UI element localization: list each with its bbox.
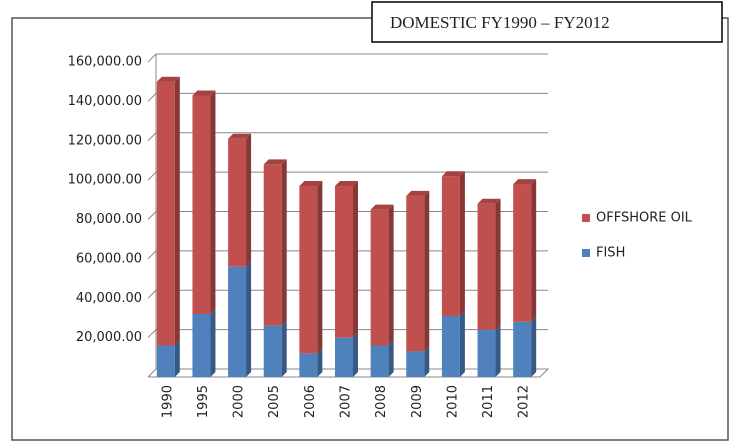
bar [513,321,532,377]
bar-side [353,181,358,338]
title-box [371,1,723,43]
bar [228,266,247,377]
bar-top [513,179,537,185]
bar-side [424,346,430,377]
bar [441,176,460,316]
bar-side [246,133,252,267]
bar [156,345,175,377]
bar [299,353,318,377]
bar-side [246,261,252,377]
x-tick-label: 2007 [339,385,354,418]
bar-side [531,179,537,322]
x-tick-label: 2008 [374,385,389,418]
bar-side [388,340,394,377]
x-tick-label: 1990 [160,385,175,418]
bar [370,209,389,346]
bar [156,81,175,346]
bar-side [424,190,430,352]
bar [299,186,318,354]
bar [513,184,532,322]
grid-line [147,171,548,181]
grid-line [147,132,548,142]
y-tick-label: 80,000.00 [76,212,142,227]
bar [477,329,496,377]
grid-line [147,92,548,102]
x-tick-label: 1995 [196,385,211,418]
bar-side [281,159,287,326]
bar-top [228,133,252,139]
y-tick-label: 100,000.00 [68,173,142,188]
bar [263,325,282,377]
bar-side [174,340,180,377]
bar-side [353,332,358,377]
bar-top [406,190,430,196]
y-tick-label: 160,000.00 [68,55,142,70]
bar-side [495,198,501,330]
x-tick-label: 2005 [267,385,282,418]
bar [335,337,353,377]
bar-side [210,309,216,377]
bar-side [531,316,537,377]
bar-top [441,171,465,177]
bar-top [477,198,501,204]
y-tick-label: 40,000.00 [76,291,142,306]
bar [370,345,389,377]
bar-side [317,181,323,354]
bar [228,138,247,267]
bar-top [192,90,216,96]
bar-top [299,181,323,187]
x-tick-label: 2009 [410,385,425,418]
bar-side [281,320,287,377]
bar [406,195,425,352]
bar [263,164,282,326]
x-tick-label: 2000 [232,385,247,418]
grid-line [147,53,548,63]
bar [477,203,496,330]
y-tick-label: 60,000.00 [76,251,142,266]
bar [441,315,460,377]
bar [335,186,353,338]
y-tick-label: 20,000.00 [76,330,142,345]
bar-top [156,76,180,82]
x-tick-label: 2010 [445,385,460,418]
y-tick-label: 140,000.00 [68,94,142,109]
x-tick-label: 2012 [517,385,532,418]
legend-swatch [582,214,590,222]
bar-side [174,76,180,346]
chart-frame [11,17,729,441]
chart-title: DOMESTIC FY1990 – FY2012 [390,13,610,32]
legend-swatch [582,249,590,257]
x-tick-label: 2006 [303,385,318,418]
bar-side [388,204,394,346]
bar-top [370,204,394,210]
bar [192,314,211,377]
bar-top [263,159,287,165]
bar-side [459,171,465,316]
legend-label: OFFSHORE OIL [596,211,693,226]
y-tick-label: 120,000.00 [68,133,142,148]
bar-side [495,324,501,377]
bar-side [459,310,465,377]
bar-side [317,348,323,377]
legend-label: FISH [596,246,625,261]
bar [192,95,211,314]
bar-side [210,90,216,314]
bar [406,351,425,377]
x-tick-label: 2011 [481,385,496,418]
bar-top [335,181,358,187]
